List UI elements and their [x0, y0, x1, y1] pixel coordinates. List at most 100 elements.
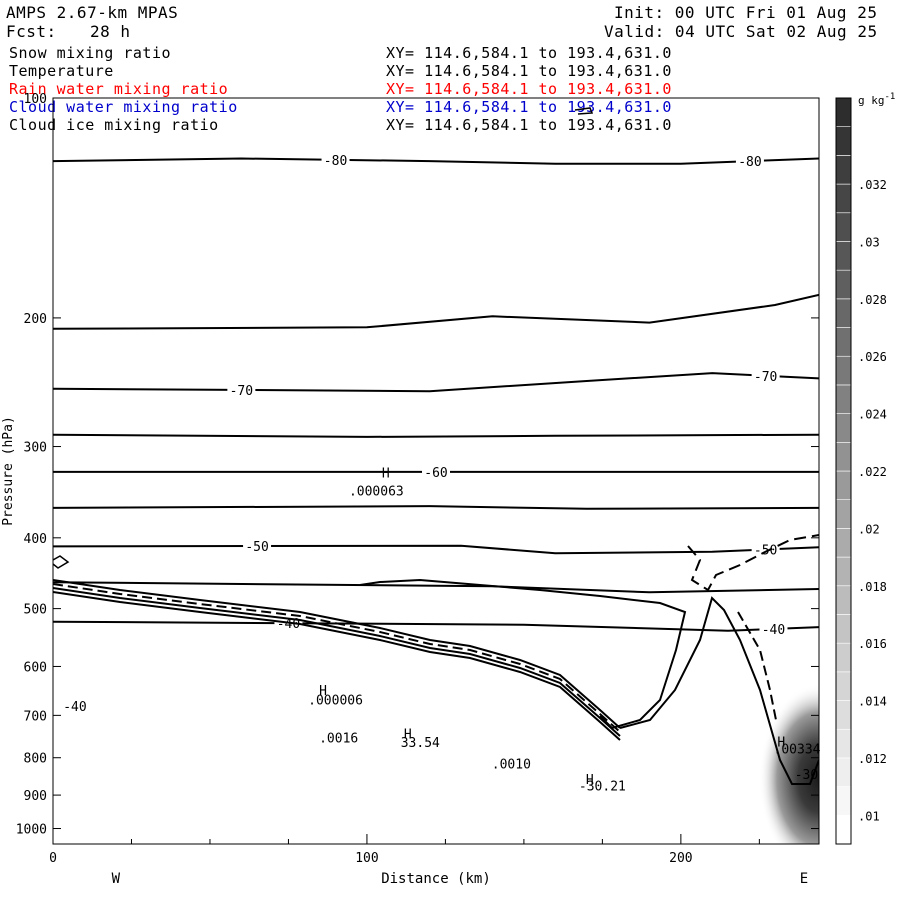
colorbar-tick-label: .024: [858, 408, 887, 422]
contour-label-bg: [321, 152, 350, 167]
colorbar-frame: [835, 97, 852, 845]
colorbar-unit: g kg-1: [858, 92, 895, 107]
colorbar-cell: [835, 499, 852, 529]
y-tick-label: 1000: [16, 823, 47, 838]
contour-label-bg: [751, 368, 780, 383]
annotation-label: .000006: [308, 693, 363, 708]
annotation-label: H: [586, 773, 594, 788]
colorbar-cell: [835, 556, 852, 587]
cloud-contour: [359, 578, 687, 730]
annotation-label: H: [382, 467, 390, 482]
mixing-ratio-shading: [759, 683, 819, 844]
field-range: XY= 114.6,584.1 to 193.4,631.0: [386, 80, 672, 98]
contour-label-bg: [227, 382, 256, 397]
terrain-contour: [53, 579, 621, 729]
terrain-contour: [53, 587, 621, 737]
field-range: XY= 114.6,584.1 to 193.4,631.0: [386, 98, 672, 116]
colorbar-cell: [835, 212, 852, 242]
annotation-label: -30.21: [579, 779, 626, 794]
colorbar-cell: [835, 155, 852, 185]
forecast-label: Fcst:: [6, 22, 57, 41]
y-tick-label: 700: [24, 709, 47, 724]
contour-label-bg: [759, 621, 788, 636]
colorbar-cell: [835, 413, 852, 443]
x-tick-label: 200: [669, 851, 692, 866]
y-tick-label: 200: [24, 312, 47, 327]
colorbar-tick-label: .022: [858, 465, 887, 479]
contour-label: -70: [230, 384, 253, 399]
contour-label: -80: [738, 155, 761, 170]
colorbar-tick-label: .014: [858, 695, 887, 709]
temperature-contour: [53, 581, 819, 594]
colorbar-cell: [835, 671, 852, 701]
colorbar-cell: [835, 298, 852, 328]
contour-label: -60: [424, 466, 447, 481]
terrain-contour: [53, 591, 621, 741]
colorbar-unit-exponent: -1: [885, 92, 896, 102]
y-tick-label: 600: [24, 660, 47, 675]
y-tick-label: 100: [24, 92, 47, 107]
temperature-contour: [53, 372, 819, 393]
colorbar-cell: [835, 97, 852, 127]
rain-contour: [687, 534, 819, 592]
contour-label: -70: [754, 370, 777, 385]
annotation-label: .0010: [492, 758, 531, 773]
forecast-hour: 28 h: [90, 22, 131, 41]
contour-label-bg: [751, 542, 780, 557]
colorbar-cell: [835, 614, 852, 644]
cloud-contour: [619, 596, 819, 785]
contour-label: -50: [245, 540, 268, 555]
colorbar-cell: [835, 126, 852, 156]
y-tick-label: 300: [24, 441, 47, 456]
cloud-contour: [574, 107, 594, 115]
colorbar-cell: [835, 442, 852, 472]
field-range: XY= 114.6,584.1 to 193.4,631.0: [386, 44, 672, 62]
colorbar-tick-label: .028: [858, 293, 887, 307]
y-tick-label: 800: [24, 752, 47, 767]
contour-label-bg: [735, 154, 764, 169]
contour-label: -40: [762, 623, 785, 638]
temperature-contour: [53, 293, 819, 330]
colorbar-tick-label: .018: [858, 580, 887, 594]
field-range: XY= 114.6,584.1 to 193.4,631.0: [386, 62, 672, 80]
temperature-contour: [53, 157, 819, 165]
west-label: W: [112, 871, 121, 887]
annotation-label: H: [404, 728, 412, 743]
annotation-label: H: [319, 684, 327, 699]
colorbar-tick-label: .026: [858, 350, 887, 364]
colorbar-tick-label: .01: [858, 809, 880, 823]
colorbar-cell: [835, 183, 852, 214]
colorbar-cell: [835, 528, 852, 558]
y-tick-label: 500: [24, 603, 47, 618]
colorbar-cell: [835, 786, 852, 816]
colorbar-tick-label: .03: [858, 235, 880, 249]
colorbar-cell: [835, 355, 852, 386]
contour-label-bg: [422, 464, 450, 479]
colorbar-cell: [835, 384, 852, 414]
colorbar-cell: [835, 757, 852, 787]
terrain-contour: [53, 583, 621, 733]
colorbar-cell: [835, 700, 852, 730]
annotation-label: -30: [795, 768, 818, 783]
annotation-label: 33.54: [401, 736, 440, 751]
temperature-contour: [53, 544, 819, 555]
temperature-contour: [53, 433, 819, 438]
contour-label: -80: [324, 154, 347, 169]
y-tick-label: 400: [24, 532, 47, 547]
annotation-label: .0016: [319, 732, 358, 747]
colorbar-cell: [835, 815, 852, 845]
colorbar-cell: [835, 585, 852, 615]
colorbar-tick-label: .032: [858, 178, 887, 192]
field-name: Cloud ice mixing ratio: [9, 116, 219, 134]
x-tick-label: 0: [49, 851, 57, 866]
colorbar-cell: [835, 269, 852, 300]
field-name: Rain water mixing ratio: [9, 80, 229, 98]
valid-time: Valid: 04 UTC Sat 02 Aug 25: [604, 22, 878, 41]
field-name: Snow mixing ratio: [9, 44, 172, 62]
east-label: E: [800, 871, 808, 887]
y-axis-label: Pressure (hPa): [1, 416, 16, 526]
init-time: Init: 00 UTC Fri 01 Aug 25: [614, 3, 878, 22]
y-tick-label: 900: [24, 789, 47, 804]
colorbar-cell: [835, 728, 852, 759]
